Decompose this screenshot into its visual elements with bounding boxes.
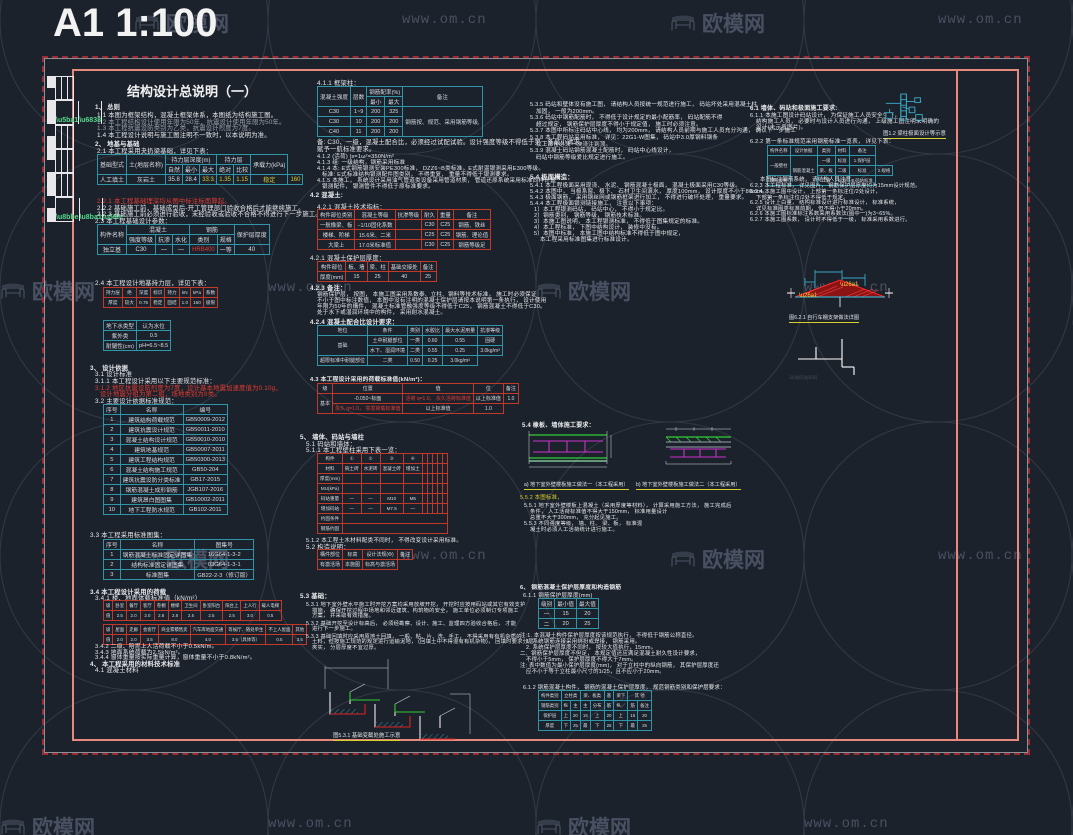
svg-text:\u26a1: \u26a1 [799, 293, 818, 299]
svg-text:\u26a1: \u26a1 [840, 282, 859, 288]
